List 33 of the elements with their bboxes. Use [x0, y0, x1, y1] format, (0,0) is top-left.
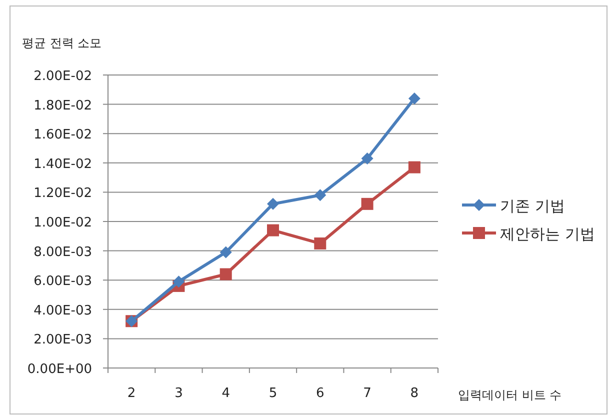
point — [172, 276, 185, 288]
y-tick-label: 0.00E+00 — [27, 362, 92, 377]
x-axis-title: 입력데이터 비트 수 — [458, 388, 562, 402]
y-tick-label: 1.20E-02 — [34, 186, 92, 202]
x-tick-label: 7 — [363, 386, 372, 401]
y-tick-label: 1.00E-02 — [34, 216, 92, 230]
point — [314, 237, 326, 250]
x-tick-label: 4 — [222, 386, 230, 401]
point — [408, 92, 420, 104]
point — [361, 198, 374, 210]
x-tick-label: 3 — [174, 386, 183, 401]
x-tick-label: 8 — [410, 386, 419, 401]
x-tick-label: 2 — [127, 386, 136, 401]
y-tick-label: 2.00E-02 — [34, 69, 92, 84]
point — [267, 224, 279, 236]
y-axis-title: 평균 전력 소모 — [22, 36, 102, 50]
point — [408, 161, 420, 174]
y-tick-label: 1.40E-02 — [34, 156, 92, 172]
x-tick-label: 6 — [316, 386, 324, 401]
y-tick-label: 1.80E-02 — [34, 98, 92, 114]
legend-label: 제안하는 기법 — [500, 225, 595, 243]
point — [220, 268, 232, 280]
y-tick-label: 2.00E-03 — [34, 332, 92, 348]
point — [314, 189, 326, 202]
point — [361, 152, 374, 165]
legend-label: 기존 기법 — [500, 197, 565, 215]
y-tick-label: 8.00E-03 — [34, 244, 92, 260]
point — [267, 198, 279, 210]
y-tick-label: 4.00E-03 — [34, 303, 92, 318]
point — [220, 246, 232, 258]
x-tick-label: 5 — [268, 386, 278, 401]
y-tick-label: 6.00E-03 — [34, 274, 92, 290]
y-tick-label: 1.60E-02 — [34, 128, 92, 143]
